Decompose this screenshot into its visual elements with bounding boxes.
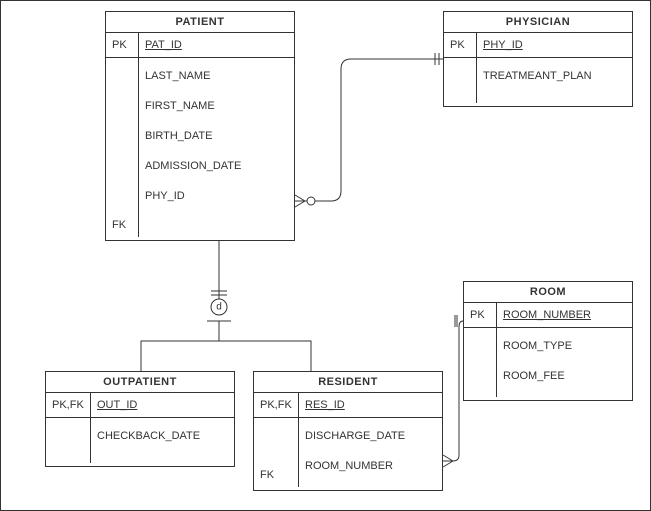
attr-cell: DISCHARGE_DATE: [299, 418, 442, 448]
entity-title: RESIDENT: [254, 372, 442, 393]
attr-column: PHY_ID TREATMEANT_PLAN: [477, 33, 632, 103]
entity-title: OUTPATIENT: [46, 372, 234, 393]
entity-body: PK FK PAT_ID LAST_NAME FIRST_NAME BIRTH_…: [106, 33, 294, 237]
entity-physician: PHYSICIAN PK PHY_ID TREATMEANT_PLAN: [443, 11, 633, 107]
key-column: PK,FK FK: [254, 393, 299, 487]
entity-title: PATIENT: [106, 12, 294, 33]
key-cell: [464, 328, 496, 397]
key-cell: [444, 58, 476, 103]
disjoint-symbol-icon: [211, 299, 227, 315]
cardinality-zero-icon: [307, 197, 315, 205]
total-spec-icon: [211, 291, 227, 295]
attr-cell: PAT_ID: [139, 33, 294, 58]
key-cell: PK: [464, 303, 496, 328]
key-cell: [106, 58, 138, 213]
attr-cell: TREATMEANT_PLAN: [477, 58, 632, 88]
attr-cell: OUT_ID: [91, 393, 234, 418]
cardinality-one-icon: [435, 53, 439, 65]
relation-subtype-outpatient: [141, 321, 219, 371]
key-cell: PK: [444, 33, 476, 58]
key-cell: FK: [254, 463, 298, 487]
entity-patient: PATIENT PK FK PAT_ID LAST_NAME FIRST_NAM…: [105, 11, 295, 241]
key-cell: PK: [106, 33, 138, 58]
key-column: PK: [444, 33, 477, 103]
attr-cell: ADMISSION_DATE: [139, 148, 294, 178]
key-column: PK: [464, 303, 497, 397]
attr-cell: ROOM_NUMBER: [497, 303, 632, 328]
entity-title: ROOM: [464, 282, 632, 303]
key-cell: [254, 418, 298, 463]
attr-column: RES_ID DISCHARGE_DATE ROOM_NUMBER: [299, 393, 442, 487]
er-canvas: PATIENT PK FK PAT_ID LAST_NAME FIRST_NAM…: [0, 0, 651, 511]
attr-cell: ROOM_NUMBER: [299, 448, 442, 478]
key-cell: [46, 418, 90, 463]
attr-cell: FIRST_NAME: [139, 88, 294, 118]
crowsfoot-icon: [443, 455, 453, 467]
attr-column: OUT_ID CHECKBACK_DATE: [91, 393, 234, 463]
attr-cell: PHY_ID: [477, 33, 632, 58]
entity-body: PK ROOM_NUMBER ROOM_TYPE ROOM_FEE: [464, 303, 632, 397]
key-cell: PK,FK: [254, 393, 298, 418]
attr-column: PAT_ID LAST_NAME FIRST_NAME BIRTH_DATE A…: [139, 33, 294, 237]
attr-cell: ROOM_TYPE: [497, 328, 632, 358]
relation-patient-physician: [295, 59, 443, 201]
entity-room: ROOM PK ROOM_NUMBER ROOM_TYPE ROOM_FEE: [463, 281, 633, 401]
attr-cell: PHY_ID: [139, 178, 294, 208]
key-cell: FK: [106, 213, 138, 237]
entity-body: PK,FK OUT_ID CHECKBACK_DATE: [46, 393, 234, 463]
attr-cell: LAST_NAME: [139, 58, 294, 88]
attr-cell: BIRTH_DATE: [139, 118, 294, 148]
disjoint-label: d: [216, 302, 222, 313]
attr-cell: CHECKBACK_DATE: [91, 418, 234, 448]
key-cell: PK,FK: [46, 393, 90, 418]
attr-cell: ROOM_FEE: [497, 358, 632, 388]
relation-resident-room: [443, 321, 463, 461]
key-column: PK FK: [106, 33, 139, 237]
relation-subtype-resident: [219, 321, 311, 371]
entity-title: PHYSICIAN: [444, 12, 632, 33]
entity-resident: RESIDENT PK,FK FK RES_ID DISCHARGE_DATE …: [253, 371, 443, 491]
entity-body: PK PHY_ID TREATMEANT_PLAN: [444, 33, 632, 103]
entity-body: PK,FK FK RES_ID DISCHARGE_DATE ROOM_NUMB…: [254, 393, 442, 487]
attr-column: ROOM_NUMBER ROOM_TYPE ROOM_FEE: [497, 303, 632, 397]
crowsfoot-icon: [295, 195, 305, 207]
attr-cell: RES_ID: [299, 393, 442, 418]
entity-outpatient: OUTPATIENT PK,FK OUT_ID CHECKBACK_DATE: [45, 371, 235, 467]
key-column: PK,FK: [46, 393, 91, 463]
